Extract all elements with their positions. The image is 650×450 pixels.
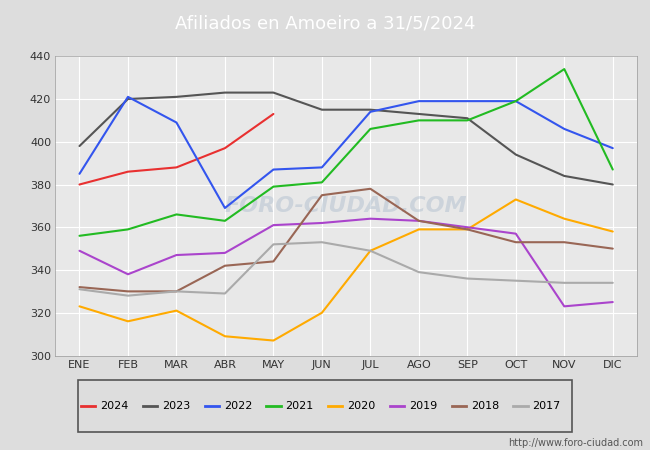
Text: 2017: 2017 bbox=[532, 401, 561, 411]
Text: 2020: 2020 bbox=[347, 401, 376, 411]
Text: FORO-CIUDAD.COM: FORO-CIUDAD.COM bbox=[225, 196, 467, 216]
Text: Afiliados en Amoeiro a 31/5/2024: Afiliados en Amoeiro a 31/5/2024 bbox=[175, 14, 475, 33]
Text: 2022: 2022 bbox=[224, 401, 252, 411]
Text: 2018: 2018 bbox=[471, 401, 499, 411]
Text: http://www.foro-ciudad.com: http://www.foro-ciudad.com bbox=[508, 438, 644, 448]
Text: 2021: 2021 bbox=[285, 401, 314, 411]
Text: 2019: 2019 bbox=[409, 401, 437, 411]
Text: 2023: 2023 bbox=[162, 401, 190, 411]
Text: 2024: 2024 bbox=[100, 401, 129, 411]
